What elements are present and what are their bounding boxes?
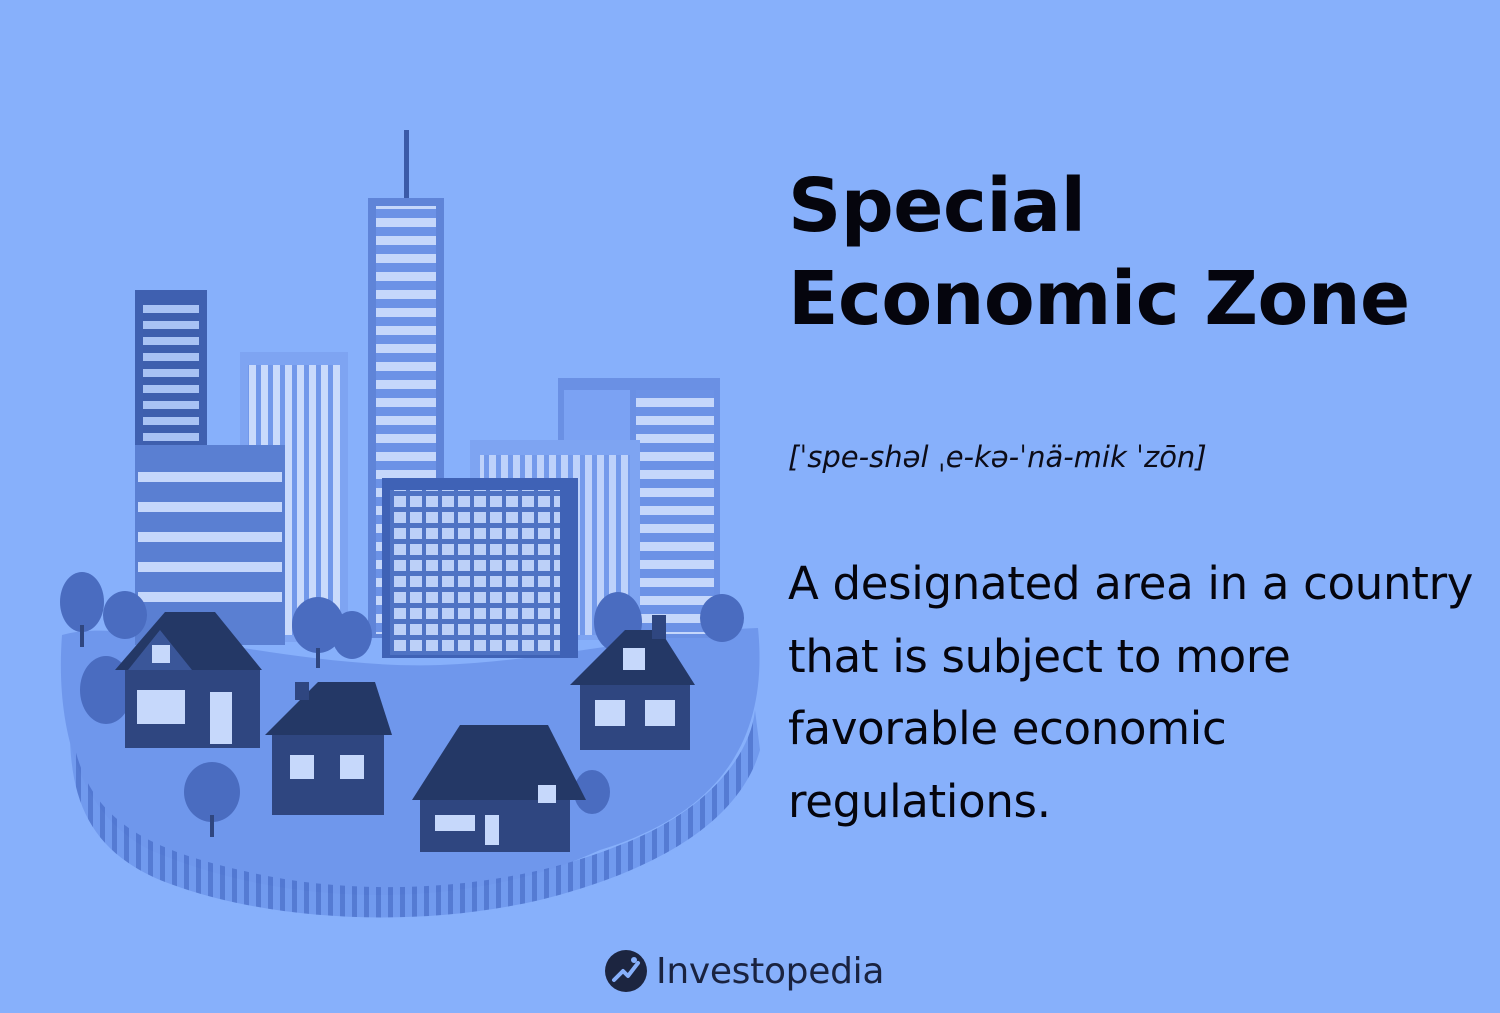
investopedia-logo-icon [605, 950, 647, 992]
page-title: Special Economic Zone [788, 160, 1410, 346]
title-line-2: Economic Zone [788, 256, 1410, 343]
title-line-1: Special [788, 163, 1086, 249]
brand-footer: Investopedia [604, 946, 884, 996]
definition-text: A designated area in a country that is s… [788, 557, 1474, 828]
pronunciation: [ˈspe-shəl ˌe-kə-ˈnä-mik ˈzōn] [788, 440, 1207, 474]
brand-name: Investopedia [656, 950, 885, 992]
city-zone-illustration [60, 130, 760, 918]
